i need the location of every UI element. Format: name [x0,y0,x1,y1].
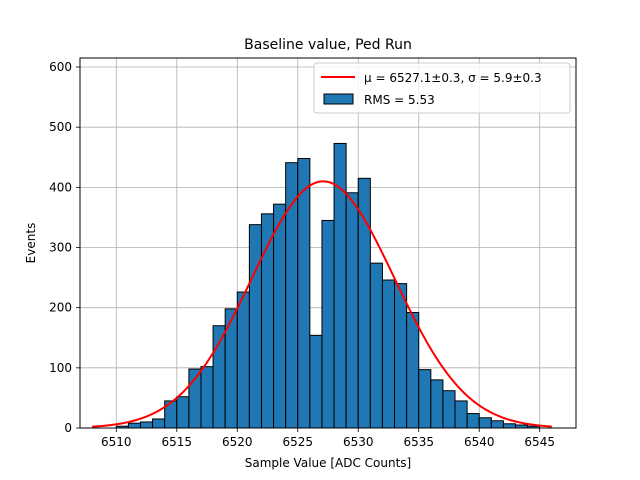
x-tick-label: 6530 [343,435,374,449]
histogram-bar [369,262,383,429]
x-axis-label: Sample Value [ADC Counts] [245,456,411,470]
y-tick-label: 0 [64,421,72,435]
histogram-bar [176,396,190,429]
histogram-bar [442,390,456,429]
histogram-bar [466,413,480,429]
y-tick-label: 300 [49,241,72,255]
histogram-bar [418,369,432,429]
histogram-bar [127,422,141,429]
x-tick-label: 6515 [162,435,193,449]
histogram-bar [345,192,359,429]
y-tick-label: 600 [49,60,72,74]
x-axis-ticks: 6510 6515 6520 6525 6530 6535 6540 6545 [101,428,555,449]
histogram-bar [297,157,311,429]
legend: μ = 6527.1±0.3, σ = 5.9±0.3 RMS = 5.53 [313,62,571,114]
histogram-bar [139,421,154,429]
histogram-bar [490,420,504,429]
histogram-bar [454,400,468,429]
x-tick-label: 6545 [524,435,555,449]
fit-curve-group [92,180,552,428]
histogram-bar [381,279,396,429]
plot-frame [79,57,577,429]
x-tick-label: 6525 [282,435,313,449]
histogram-bar [248,224,262,429]
y-axis-ticks: 0 100 200 300 400 500 600 [49,60,80,435]
y-tick-label: 500 [49,120,72,134]
chart-title: Baseline value, Ped Run [244,37,412,53]
y-tick-label: 100 [49,361,72,375]
histogram-bar [430,379,444,429]
legend-box [313,62,571,114]
histogram-bar [321,219,335,429]
x-tick-label: 6520 [222,435,253,449]
x-tick-label: 6535 [403,435,434,449]
histogram-bar [478,417,492,429]
y-axis-label: Events [24,223,38,264]
histogram-bar [273,203,287,429]
y-tick-label: 400 [49,180,72,194]
x-tick-label: 6510 [101,435,132,449]
histogram-bar [236,291,250,429]
legend-fit-label: μ = 6527.1±0.3, σ = 5.9±0.3 [364,71,542,85]
x-tick-label: 6540 [464,435,495,449]
histogram-bar [200,366,214,429]
gaussian-fit-curve [92,180,552,428]
histogram-bar [406,311,420,429]
histogram-bars [115,142,541,429]
histogram-bar [152,418,166,429]
histogram-bar [309,334,323,429]
legend-rms-label: RMS = 5.53 [364,93,435,107]
histogram-bar [357,177,371,429]
y-tick-label: 200 [49,301,72,315]
histogram-bar [502,423,517,429]
histogram-bar [394,283,408,429]
legend-bar-swatch [323,93,354,105]
